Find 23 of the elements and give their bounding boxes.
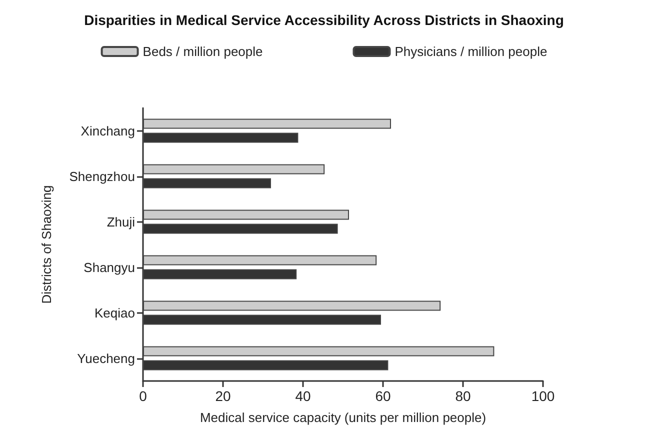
x-tick-label: 0 [139, 388, 148, 404]
x-tick-label: 20 [215, 388, 231, 404]
y-axis-title: Districts of Shaoxing [39, 185, 54, 304]
legend-label: Beds / million people [142, 44, 263, 59]
bar [143, 164, 325, 174]
x-tick-label: 80 [455, 388, 471, 404]
bar [143, 346, 494, 356]
y-tick-label: Xinchang [80, 123, 135, 138]
x-tick-label: 40 [295, 388, 311, 404]
y-tick-label: Zhuji [106, 214, 136, 230]
bar [143, 210, 349, 220]
y-tick-label: Shengzhou [69, 168, 135, 184]
y-tick-label: Keqiao [94, 305, 135, 320]
chart-title: Disparities in Medical Service Accessibility Across Districts in Shaoxing [84, 12, 564, 28]
y-tick-label: Shangyu [84, 260, 135, 275]
x-axis-title: Medical service capacity (units per million people) [200, 410, 486, 425]
x-tick-label: 60 [375, 388, 391, 404]
x-tick-label: 100 [531, 388, 555, 404]
y-tick-label: Yuecheng [77, 350, 135, 366]
bar [143, 255, 377, 266]
bar [143, 300, 441, 311]
bar [143, 118, 391, 129]
legend-label: Physicians / million people [394, 44, 548, 59]
